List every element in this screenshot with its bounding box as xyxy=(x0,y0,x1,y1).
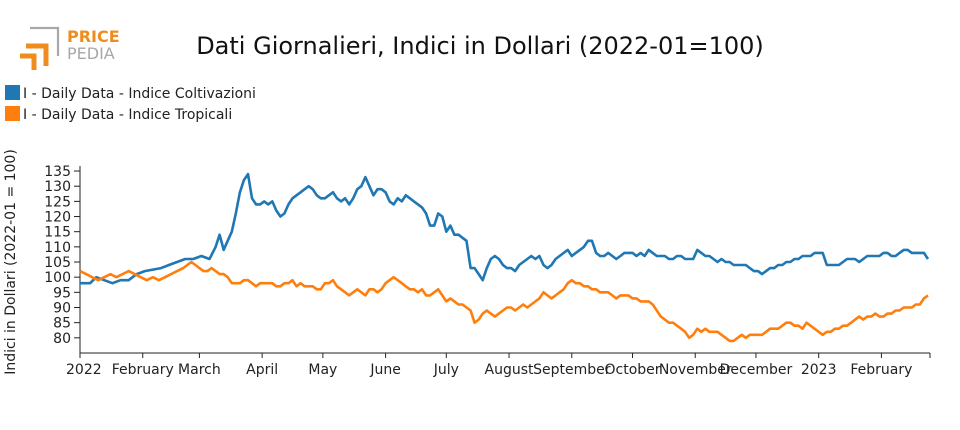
y-tick-label: 100 xyxy=(44,270,71,286)
x-tick-label: February xyxy=(850,362,912,378)
logo-mark-orange xyxy=(26,43,49,66)
y-tick-label: 115 xyxy=(44,225,71,241)
y-tick-label: 85 xyxy=(53,316,71,332)
logo-mark-gray xyxy=(30,26,60,56)
series-line-tropicali[interactable] xyxy=(79,260,929,343)
legend: I - Daily Data - Indice Coltivazioni I -… xyxy=(5,85,256,123)
x-tick-label: June xyxy=(369,362,401,378)
x-tick-label: October xyxy=(604,362,660,378)
x-tick-label: November xyxy=(659,362,732,378)
x-tick-label: August xyxy=(485,362,535,378)
legend-item-tropicali[interactable]: I - Daily Data - Indice Tropicali xyxy=(5,106,232,123)
legend-item-coltivazioni[interactable]: I - Daily Data - Indice Coltivazioni xyxy=(5,85,256,102)
y-tick-label: 120 xyxy=(44,210,71,226)
logo-mark-icon xyxy=(20,26,60,70)
x-axis: 2022 February March April May June July August S… xyxy=(66,352,931,378)
y-tick-label: 110 xyxy=(44,240,71,256)
x-tick-label: April xyxy=(246,362,278,378)
x-tick-label: March xyxy=(178,362,221,378)
legend-swatch-tropicali xyxy=(5,106,20,121)
legend-label-coltivazioni: I - Daily Data - Indice Coltivazioni xyxy=(23,86,256,102)
y-tick-label: 80 xyxy=(53,331,71,347)
legend-label-tropicali: I - Daily Data - Indice Tropicali xyxy=(23,107,232,123)
x-tick-label: February xyxy=(112,362,174,378)
series-line-coltivazioni[interactable] xyxy=(80,172,930,285)
logo-line1: PRICE xyxy=(67,27,120,46)
y-axis-title: Indici in Dollari (2022-01 = 100) xyxy=(3,149,19,375)
plot-area xyxy=(79,172,930,343)
logo-line2: PEDIA xyxy=(67,44,115,63)
legend-swatch-coltivazioni xyxy=(5,85,20,100)
x-tick-label: May xyxy=(308,362,337,378)
y-tick-label: 90 xyxy=(53,301,71,317)
y-tick-label: 135 xyxy=(44,164,71,180)
x-tick-label: 2023 xyxy=(801,362,837,378)
y-tick-label: 125 xyxy=(44,194,71,210)
y-tick-label: 130 xyxy=(44,179,71,195)
logo-mark-orange-2 xyxy=(20,53,37,70)
y-tick-label: 105 xyxy=(44,255,71,271)
x-tick-label: July xyxy=(433,362,459,378)
y-tick-label: 95 xyxy=(53,285,71,301)
x-tick-label: December xyxy=(720,362,793,378)
x-tick-label: September xyxy=(533,362,611,378)
pricepedia-logo[interactable]: PRICE PEDIA xyxy=(20,26,120,70)
x-tick-label: 2022 xyxy=(66,362,102,378)
chart-title: Dati Giornalieri, Indici in Dollari (202… xyxy=(196,32,764,60)
